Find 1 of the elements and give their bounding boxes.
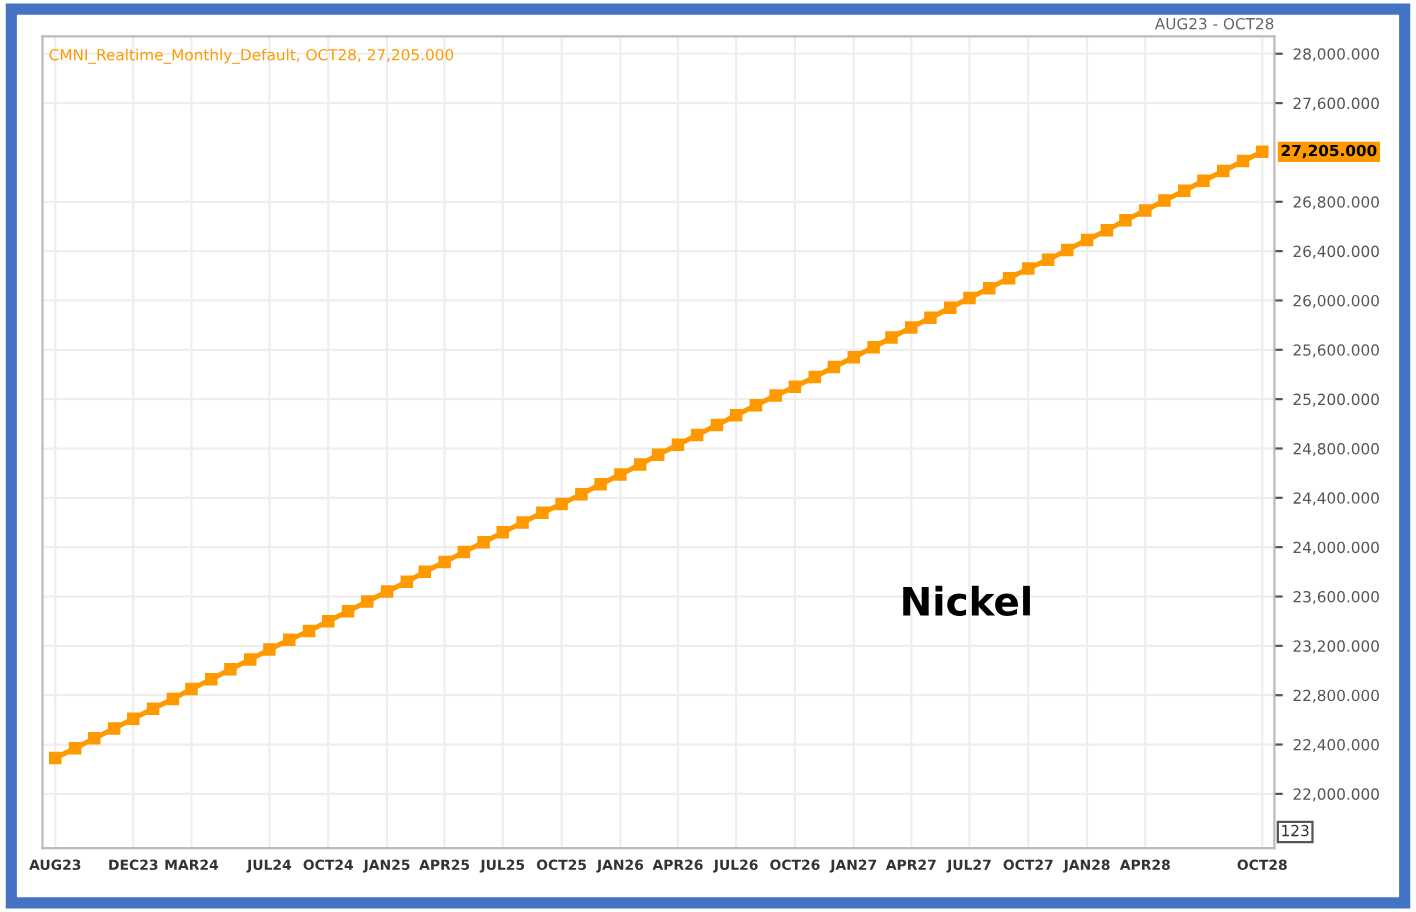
annotation: Nickel: [903, 585, 1030, 616]
